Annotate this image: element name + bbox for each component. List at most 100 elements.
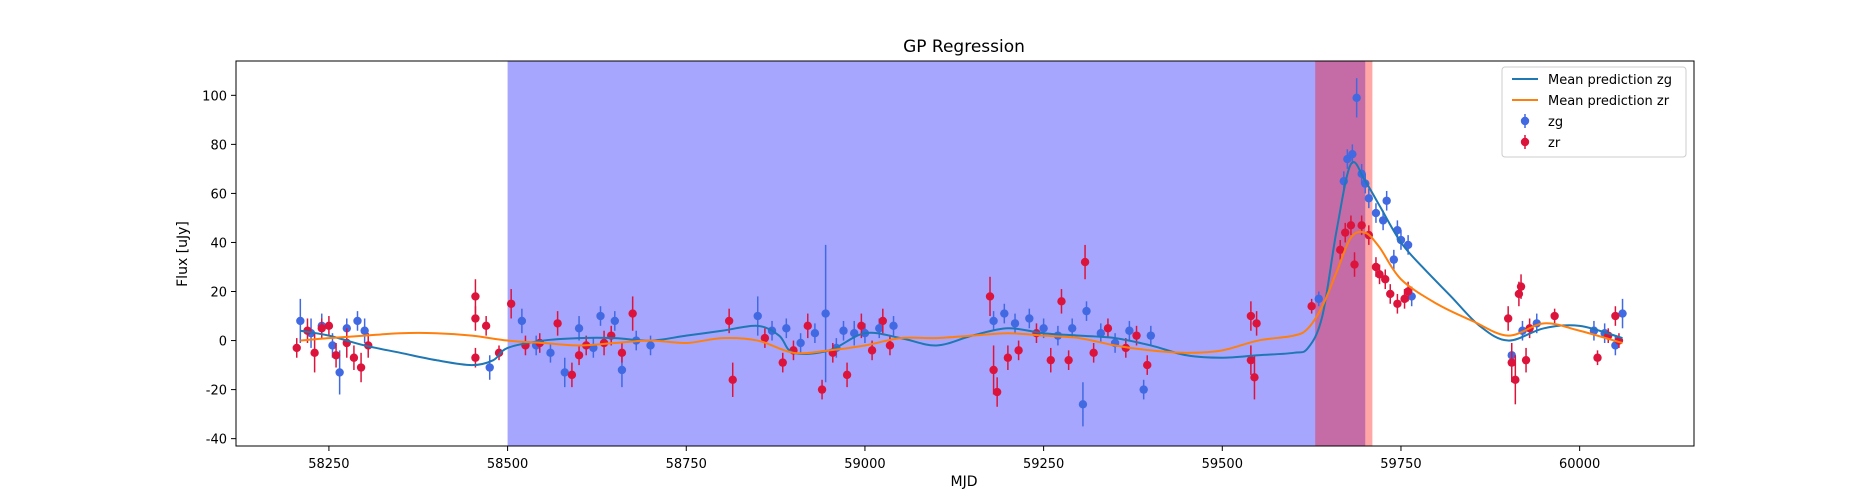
zr-point [1143,360,1152,370]
zg-point [1403,240,1413,250]
zg-point [1139,385,1148,394]
zg-point [875,324,884,333]
zg-point [1371,208,1381,218]
zg-point [753,311,762,321]
legend: Mean prediction zg Mean prediction zr zg zr [1501,66,1687,158]
zr-point [617,348,627,358]
x-tick-label: 60000 [1559,457,1600,472]
zr-point [1132,331,1141,340]
x-tick-label: 59000 [844,457,885,472]
zr-point [292,343,301,353]
legend-label: Mean prediction zr [1548,94,1670,109]
zg-point [1025,314,1034,323]
zr-point [857,321,866,331]
zg-point [1352,93,1361,102]
zr-point [1046,355,1055,365]
zg-point [1068,324,1077,333]
zr-point [506,299,516,308]
y-tick-label: 20 [210,286,227,301]
zr-point [1400,294,1409,304]
zr-point [842,370,852,380]
zr-point [1346,221,1356,230]
zr-point [1516,282,1526,291]
zr-point [1103,324,1113,333]
zr-point [356,363,366,372]
zr-point [494,348,504,358]
zg-point [353,316,362,326]
zg-point [1078,400,1088,409]
zr-point [567,370,577,380]
zr-point [1350,260,1359,269]
y-tick-label: 100 [202,89,227,104]
zr-point [1381,275,1390,284]
x-axis-label: MJD [951,474,978,490]
plot-content [292,61,1627,446]
zr-point [1521,355,1531,365]
zr-point [1080,257,1090,267]
x-tick-label: 59500 [1202,457,1243,472]
zr-point [1014,346,1023,355]
zr-point [1611,311,1620,321]
zg-point [1146,331,1156,340]
zg-point [782,324,791,333]
zr-point [310,348,319,358]
y-axis-label: Flux [uJy] [175,221,191,287]
zg-point [1082,306,1091,316]
y-tick-label: -20 [206,384,227,399]
zg-point [1382,196,1391,205]
zg-point [328,341,337,350]
zg-point [1314,294,1323,304]
plot-area [292,61,1627,446]
zr-point [1003,353,1013,362]
zr-point [1507,358,1516,367]
zr-point [1064,355,1073,365]
zr-point [1503,314,1513,323]
zr-point [1403,287,1413,296]
zr-point [471,353,480,362]
zr-point [728,375,737,384]
zr-point [1246,311,1256,321]
zg-point [335,368,344,377]
zr-point [481,321,491,331]
zg-point [485,363,494,372]
zg-point [1010,319,1020,328]
x-axis: 58250 58500 58750 59000 59250 59500 59750 60000 [308,446,1600,472]
zr-point [1511,375,1520,384]
zg-point [1389,255,1399,264]
line-Mean prediction zr [300,230,1623,355]
zg-point [610,316,619,326]
zr-point [1057,297,1066,306]
zr-point [1375,270,1384,279]
zr-point [985,292,995,301]
zr-point [817,385,827,394]
y-tick-label: 80 [210,138,227,153]
zg-point [839,326,848,335]
zg-point [617,365,627,375]
zg-point [574,324,584,333]
zr-point [1089,348,1098,358]
series-zr [292,215,1624,407]
plot-frame [235,60,1695,447]
x-tick-label: 58750 [666,457,707,472]
zr-point [1336,245,1345,255]
zr-point [324,321,334,331]
zg-point [1039,324,1048,333]
zr-point [878,316,888,326]
zr-point [1386,289,1395,299]
zr-point [778,358,787,367]
y-tick-label: 60 [210,187,227,202]
zr-point [1341,228,1350,237]
legend-label: zg [1548,115,1563,130]
zr-point [1250,373,1259,382]
zr-point [1246,355,1256,365]
zr-point [574,351,584,360]
zr-point [628,309,637,318]
y-tick-label: 40 [210,236,227,251]
zr-point [992,387,1002,397]
zg-point [560,368,569,377]
zg-point [1364,194,1374,203]
zr-point [760,333,770,343]
zg-point [1096,328,1105,338]
zg-point [1618,309,1627,318]
